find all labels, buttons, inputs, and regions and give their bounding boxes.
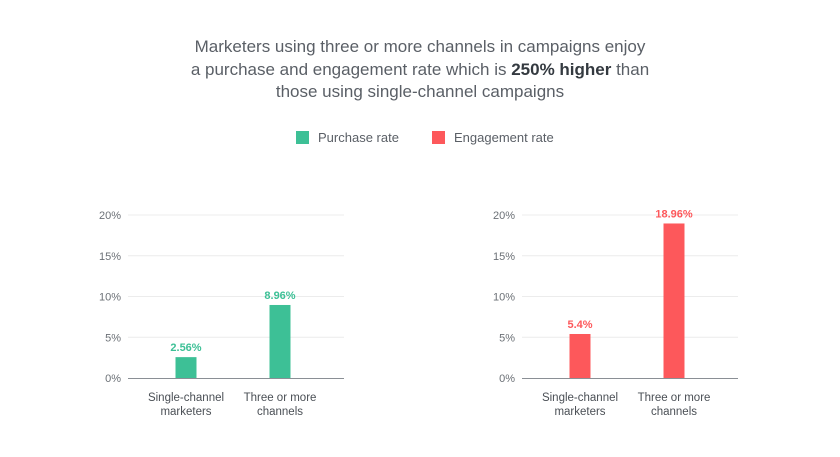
- title-line-2-end: than: [611, 59, 650, 79]
- category-label: Three or more: [244, 392, 317, 404]
- y-tick-label: 5%: [499, 332, 515, 344]
- data-label: 18.96%: [655, 208, 693, 220]
- category-label: Three or more: [638, 392, 711, 404]
- legend-item-engagement-rate: Engagement rate: [432, 130, 554, 145]
- y-tick-label: 5%: [105, 332, 121, 344]
- y-tick-label: 20%: [493, 210, 515, 222]
- chart-2: 0% 5% 10% 15% 20% 5.4% Single-channel marketers…: [493, 208, 738, 418]
- y-tick-label: 0%: [499, 373, 515, 385]
- bar: [663, 223, 685, 378]
- y-tick-label: 10%: [493, 292, 515, 304]
- legend-swatch-purchase-rate: [296, 131, 309, 144]
- legend: Purchase rate Engagement rate: [0, 130, 840, 148]
- category-label: marketers: [160, 406, 211, 418]
- y-tick-label: 15%: [493, 251, 515, 263]
- bar: [269, 304, 291, 378]
- bar: [569, 333, 591, 378]
- title-line-3: those using single-channel campaigns: [275, 82, 565, 101]
- category-label: Single-channel: [542, 392, 618, 404]
- title-line-2-start: a purchase and engagement rate which is: [190, 59, 512, 79]
- title-line-1: Marketers using three or more channels i…: [194, 37, 646, 56]
- legend-label-engagement-rate: Engagement rate: [454, 130, 554, 145]
- category-label: channels: [257, 406, 303, 418]
- bar: [175, 357, 197, 378]
- chart-title: Marketers using three or more channels i…: [0, 36, 840, 104]
- legend-swatch-engagement-rate: [432, 131, 445, 144]
- y-tick-label: 10%: [99, 292, 121, 304]
- y-tick-label: 0%: [105, 373, 121, 385]
- data-label: 2.56%: [170, 342, 201, 354]
- title-highlight: 250% higher: [511, 59, 612, 79]
- data-label: 5.4%: [567, 319, 592, 331]
- chart-1: 0% 5% 10% 15% 20% 2.56% Single-channel marketer…: [99, 210, 344, 418]
- category-label: channels: [651, 406, 697, 418]
- category-label: marketers: [554, 406, 605, 418]
- legend-label-purchase-rate: Purchase rate: [318, 130, 399, 145]
- category-label: Single-channel: [148, 392, 224, 404]
- legend-item-purchase-rate: Purchase rate: [296, 130, 399, 145]
- y-tick-label: 20%: [99, 210, 121, 222]
- title-line-2: a purchase and engagement rate which is …: [0, 59, 840, 82]
- data-label: 8.96%: [264, 290, 295, 302]
- y-tick-label: 15%: [99, 251, 121, 263]
